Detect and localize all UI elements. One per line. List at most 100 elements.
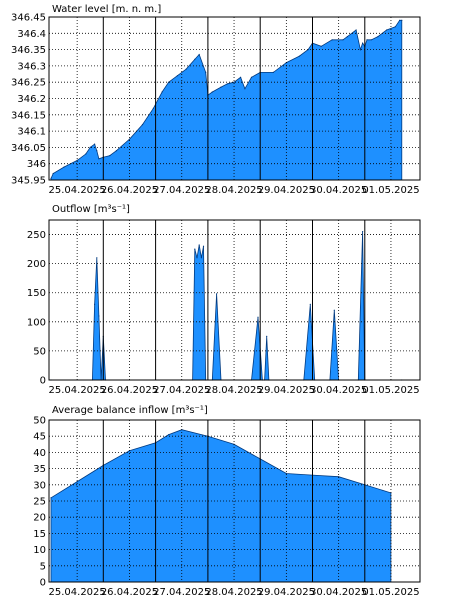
data-point	[161, 91, 163, 93]
y-tick-label: 5	[40, 561, 46, 572]
x-tick-label: 30.04.2025	[310, 385, 367, 396]
y-tick-label: 346.15	[11, 110, 46, 121]
y-tick-label: 0	[40, 578, 46, 589]
data-point	[52, 172, 54, 175]
x-tick-label: 25.04.2025	[49, 587, 106, 598]
y-tick-label: 346.4	[17, 29, 46, 40]
x-tick-label: 28.04.2025	[205, 385, 262, 396]
plot-frame	[48, 16, 421, 181]
data-point	[50, 497, 52, 499]
x-tick-label: 01.05.2025	[362, 587, 419, 598]
y-tick-label: 250	[27, 230, 46, 241]
data-point	[211, 91, 213, 93]
data-point	[98, 315, 100, 317]
x-tick-label: 01.05.2025	[362, 385, 419, 396]
data-point	[202, 245, 205, 247]
data-point	[168, 434, 170, 436]
series-area	[50, 429, 392, 583]
x-tick-label: 29.04.2025	[258, 185, 315, 196]
data-point	[266, 335, 268, 337]
chart-title: Water level [m. n. m.]	[52, 4, 161, 15]
data-point	[196, 257, 198, 259]
data-point	[399, 19, 401, 21]
data-point	[377, 36, 379, 38]
data-point	[76, 481, 78, 483]
x-tick-label: 30.04.2025	[310, 587, 367, 598]
data-point	[205, 71, 207, 73]
x-tick-label: 27.04.2025	[153, 185, 210, 196]
y-tick-label: 346.3	[17, 61, 46, 72]
chart-title: Outflow [m³s⁻¹]	[52, 204, 130, 215]
data-point	[359, 49, 361, 51]
data-point	[244, 88, 246, 90]
data-point	[94, 143, 96, 145]
y-tick-label: 200	[27, 259, 46, 270]
data-point	[89, 146, 91, 148]
x-tick-label: 27.04.2025	[153, 587, 210, 598]
data-point	[362, 42, 364, 44]
data-point	[362, 231, 364, 233]
chart-panel-1: Water level [m. n. m.] 345.95 346 346.05 346…	[11, 4, 421, 196]
y-tick-label: 50	[33, 346, 46, 357]
data-point	[240, 76, 242, 78]
data-point	[331, 39, 333, 41]
y-tick-label: 346	[27, 159, 46, 170]
chart-panel-2: Outflow [m³s⁻¹] 0 50 100 150 200 250 25.04.2025…	[27, 204, 421, 396]
data-point	[220, 86, 222, 88]
data-point	[85, 153, 87, 155]
y-tick-label: 25	[33, 497, 46, 508]
data-point	[401, 19, 403, 21]
data-point	[198, 53, 200, 56]
plot-frame	[48, 219, 421, 381]
data-point	[63, 166, 65, 168]
y-tick-label: 346.1	[17, 127, 46, 138]
y-tick-label: 150	[27, 288, 46, 299]
data-point	[272, 71, 274, 73]
data-point	[257, 316, 259, 318]
data-point	[76, 159, 78, 161]
data-point	[386, 29, 388, 31]
data-point	[198, 244, 200, 246]
data-point	[216, 293, 218, 295]
x-tick-label: 25.04.2025	[49, 185, 106, 196]
x-tick-label: 29.04.2025	[258, 587, 315, 598]
y-tick-label: 346.45	[11, 13, 46, 24]
y-tick-label: 346.25	[11, 78, 46, 89]
data-point	[309, 303, 311, 305]
chart-panel-3: Average balance inflow [m³s⁻¹] 0 5 10 15 20 25…	[33, 405, 421, 598]
data-point	[200, 257, 202, 259]
data-point	[342, 39, 344, 41]
x-tick-label: 29.04.2025	[258, 385, 315, 396]
x-tick-label: 26.04.2025	[101, 385, 158, 396]
data-point	[96, 150, 98, 152]
x-tick-label: 28.04.2025	[205, 185, 262, 196]
data-point	[176, 75, 178, 77]
data-point	[115, 150, 117, 152]
data-point	[168, 81, 170, 83]
data-point	[94, 303, 96, 305]
data-point	[128, 138, 130, 140]
plot-area	[49, 220, 420, 380]
y-tick-label: 0	[40, 376, 46, 387]
y-tick-label: 50	[33, 416, 46, 427]
data-point	[333, 309, 335, 311]
data-point	[141, 124, 144, 126]
x-tick-label: 27.04.2025	[153, 385, 210, 396]
data-point	[320, 45, 322, 47]
data-point	[96, 257, 98, 259]
y-tick-label: 346.05	[11, 143, 46, 154]
data-point	[152, 107, 154, 109]
chart-title: Average balance inflow [m³s⁻¹]	[52, 405, 208, 416]
x-tick-label: 01.05.2025	[362, 185, 419, 196]
data-point	[298, 55, 300, 57]
y-tick-label: 10	[33, 545, 46, 556]
y-tick-label: 100	[27, 317, 46, 328]
data-point	[250, 76, 253, 78]
y-tick-label: 45	[33, 432, 46, 443]
x-tick-label: 26.04.2025	[101, 587, 158, 598]
y-tick-label: 35	[33, 464, 46, 475]
x-tick-label: 30.04.2025	[310, 185, 367, 196]
data-point	[194, 248, 196, 250]
x-tick-label: 25.04.2025	[49, 385, 106, 396]
